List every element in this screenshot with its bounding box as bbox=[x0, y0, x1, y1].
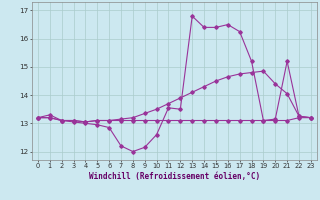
X-axis label: Windchill (Refroidissement éolien,°C): Windchill (Refroidissement éolien,°C) bbox=[89, 172, 260, 181]
